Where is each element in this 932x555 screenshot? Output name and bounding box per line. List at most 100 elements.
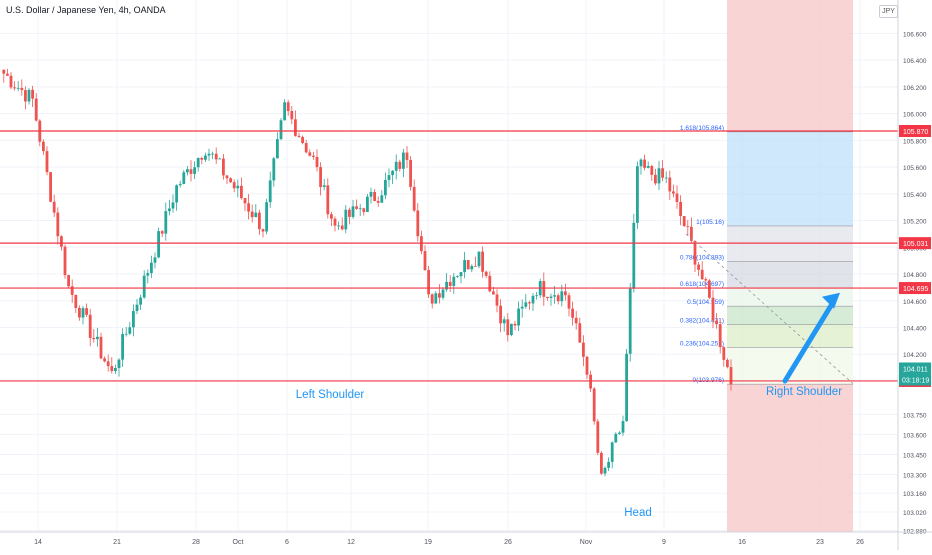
fib-level-label: 0.382(104.421) [680,318,724,325]
x-tick-label: Oct [233,539,244,546]
candle-body [585,356,589,375]
candle-body [344,209,348,230]
candle-body [650,165,654,175]
candle-body [560,291,564,302]
candle-body [596,421,600,453]
candle-body [448,281,452,286]
candle-body [337,225,340,227]
candle-body [722,347,726,360]
candle-body [600,452,603,474]
y-tick-label: 105.600 [903,165,927,172]
candle-body [304,143,308,153]
candle-body [207,153,211,156]
currency-badge[interactable]: JPY [879,5,898,18]
y-tick-label: 103.300 [903,473,927,480]
fib-level-label: 0.236(104.251) [680,340,724,347]
candle-body [49,172,52,202]
candle-body [405,152,409,160]
candle-body [668,177,672,192]
current-price-label: 104.011 [903,366,928,373]
y-tick-label: 104.800 [903,272,927,279]
candle-body [412,186,416,211]
x-tick-label: 12 [347,539,355,546]
candle-body [27,89,31,102]
candle-body [697,264,700,270]
candle-body [546,296,549,298]
candle-body [394,161,398,171]
candle-body [272,158,276,181]
candle-body [124,333,128,335]
y-tick-label: 105.200 [903,219,927,226]
fib-band [727,261,853,288]
x-tick-label: 21 [113,539,121,546]
candle-body [250,211,254,218]
fib-level-label: 1.618(105.864) [680,125,724,132]
candle-body [578,323,582,343]
candle-body [682,216,686,227]
candle-body [567,295,571,309]
candle-body [265,202,268,232]
candle-body [488,275,492,292]
candle-body [477,251,481,267]
candle-body [60,236,63,247]
y-tick-label: 103.600 [903,432,927,439]
x-tick-label: 28 [192,539,200,546]
level-label-bg [899,237,931,250]
candle-body [499,305,502,324]
candle-body [135,304,139,312]
candle-body [204,155,207,160]
y-tick-label: 103.750 [903,412,927,419]
candle-body [528,302,531,304]
y-tick-label: 103.160 [903,491,927,498]
x-tick-label: 23 [816,539,824,546]
candle-body [297,135,301,137]
candle-body [193,167,196,174]
candle-body [690,226,693,241]
y-tick-label: 106.200 [903,85,927,92]
candle-body [132,311,135,328]
candle-body [45,151,49,173]
candle-body [610,442,614,462]
candle-body [603,467,607,474]
candle-body [445,281,448,290]
candle-body [524,302,528,307]
candle-body [315,156,319,168]
candle-body [628,288,632,354]
candle-body [664,177,668,179]
candle-body [2,69,6,74]
candle-body [704,279,708,281]
fib-level-label: 0.618(104.697) [680,281,724,288]
y-tick-label: 105.800 [903,138,927,145]
candle-body [178,183,182,186]
candle-body [621,421,625,433]
y-tick-label: 104.600 [903,299,927,306]
candle-body [319,167,322,188]
candle-body [542,281,546,297]
candle-body [333,218,337,226]
candle-body [222,158,225,176]
y-tick-label: 106.400 [903,58,927,65]
candle-body [726,359,729,368]
candle-body [484,271,488,276]
candle-body [243,198,247,204]
candle-body [474,265,477,267]
fib-band [727,347,853,385]
candle-body [218,158,222,160]
y-tick-label: 104.400 [903,325,927,332]
x-tick-label: 26 [856,539,864,546]
candle-body [16,87,20,89]
projection-line [685,233,854,384]
y-tick-label: 104.200 [903,352,927,359]
candle-body [211,153,214,155]
candle-body [582,342,585,357]
candle-body [186,169,189,173]
candle-body [355,206,358,209]
candle-body [96,336,99,340]
candle-body [571,308,574,318]
candle-body [466,259,470,270]
candle-body [517,308,520,326]
bullish-arrow-shaft [782,298,837,384]
candle-body [531,295,535,304]
candle-body [402,152,405,169]
candle-body [63,246,67,276]
